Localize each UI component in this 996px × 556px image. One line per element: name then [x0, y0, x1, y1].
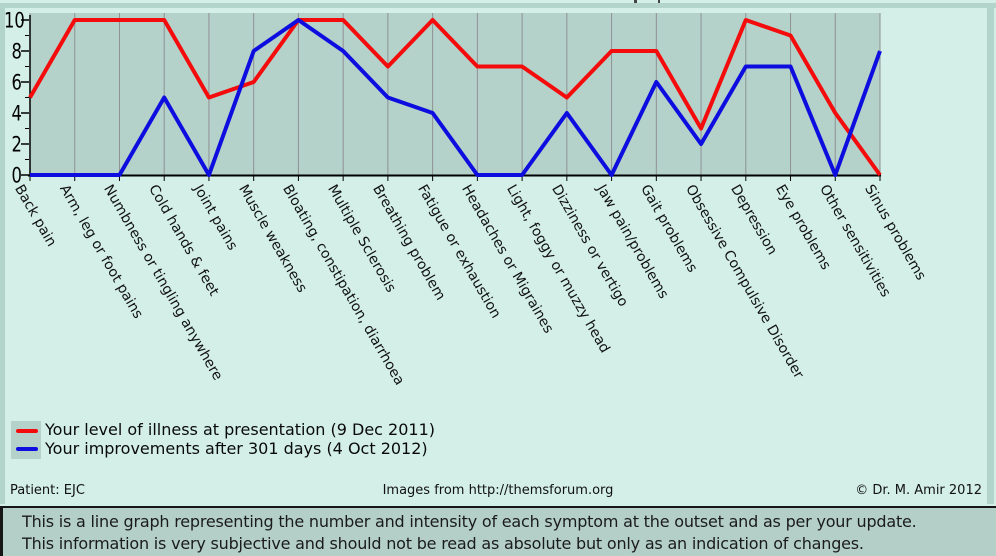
legend	[11, 421, 41, 459]
series-line-1	[30, 18, 882, 177]
y-axis-label: 2	[11, 131, 22, 157]
y-axis-label: 4	[11, 100, 22, 126]
panel-right-border	[987, 8, 994, 504]
legend-swatch-red-line	[16, 429, 38, 433]
source-label: Images from http://themsforum.org	[382, 483, 614, 498]
x-axis-label: Arm, leg or foot pains	[55, 182, 146, 322]
caption-panel: This is a line graph representing the nu…	[0, 506, 996, 556]
caption-line-2: This information is very subjective and …	[22, 534, 864, 553]
clipped-title-remnant	[658, 0, 660, 3]
x-axis-label: Headaches or Migraines	[458, 182, 557, 337]
x-axis-label: Fatigue or exhaustion	[413, 182, 504, 322]
clipped-title-remnant	[634, 0, 637, 3]
y-axis-label: 6	[11, 69, 22, 95]
panel-left-border	[0, 8, 5, 504]
panel-top-border	[0, 3, 996, 8]
y-axis-label: 8	[11, 38, 22, 64]
legend-label-presentation: Your level of illness at presentation (9…	[45, 420, 435, 439]
legend-labels: Your level of illness at presentation (9…	[45, 420, 435, 458]
y-axis-label: 0	[11, 162, 22, 188]
y-axis-label: 10	[3, 7, 25, 33]
plot-area	[30, 13, 880, 176]
series-line-0	[28, 18, 882, 177]
footer-bar: Patient: EJC Images from http://themsfor…	[10, 483, 986, 501]
patient-label: Patient: EJC	[10, 483, 85, 498]
line-chart	[21, 13, 882, 181]
caption-line-1: This is a line graph representing the nu…	[22, 512, 917, 531]
copyright-label: © Dr. M. Amir 2012	[855, 483, 982, 498]
legend-label-improvements: Your improvements after 301 days (4 Oct …	[45, 439, 428, 458]
legend-swatch-blue-line	[16, 447, 38, 451]
